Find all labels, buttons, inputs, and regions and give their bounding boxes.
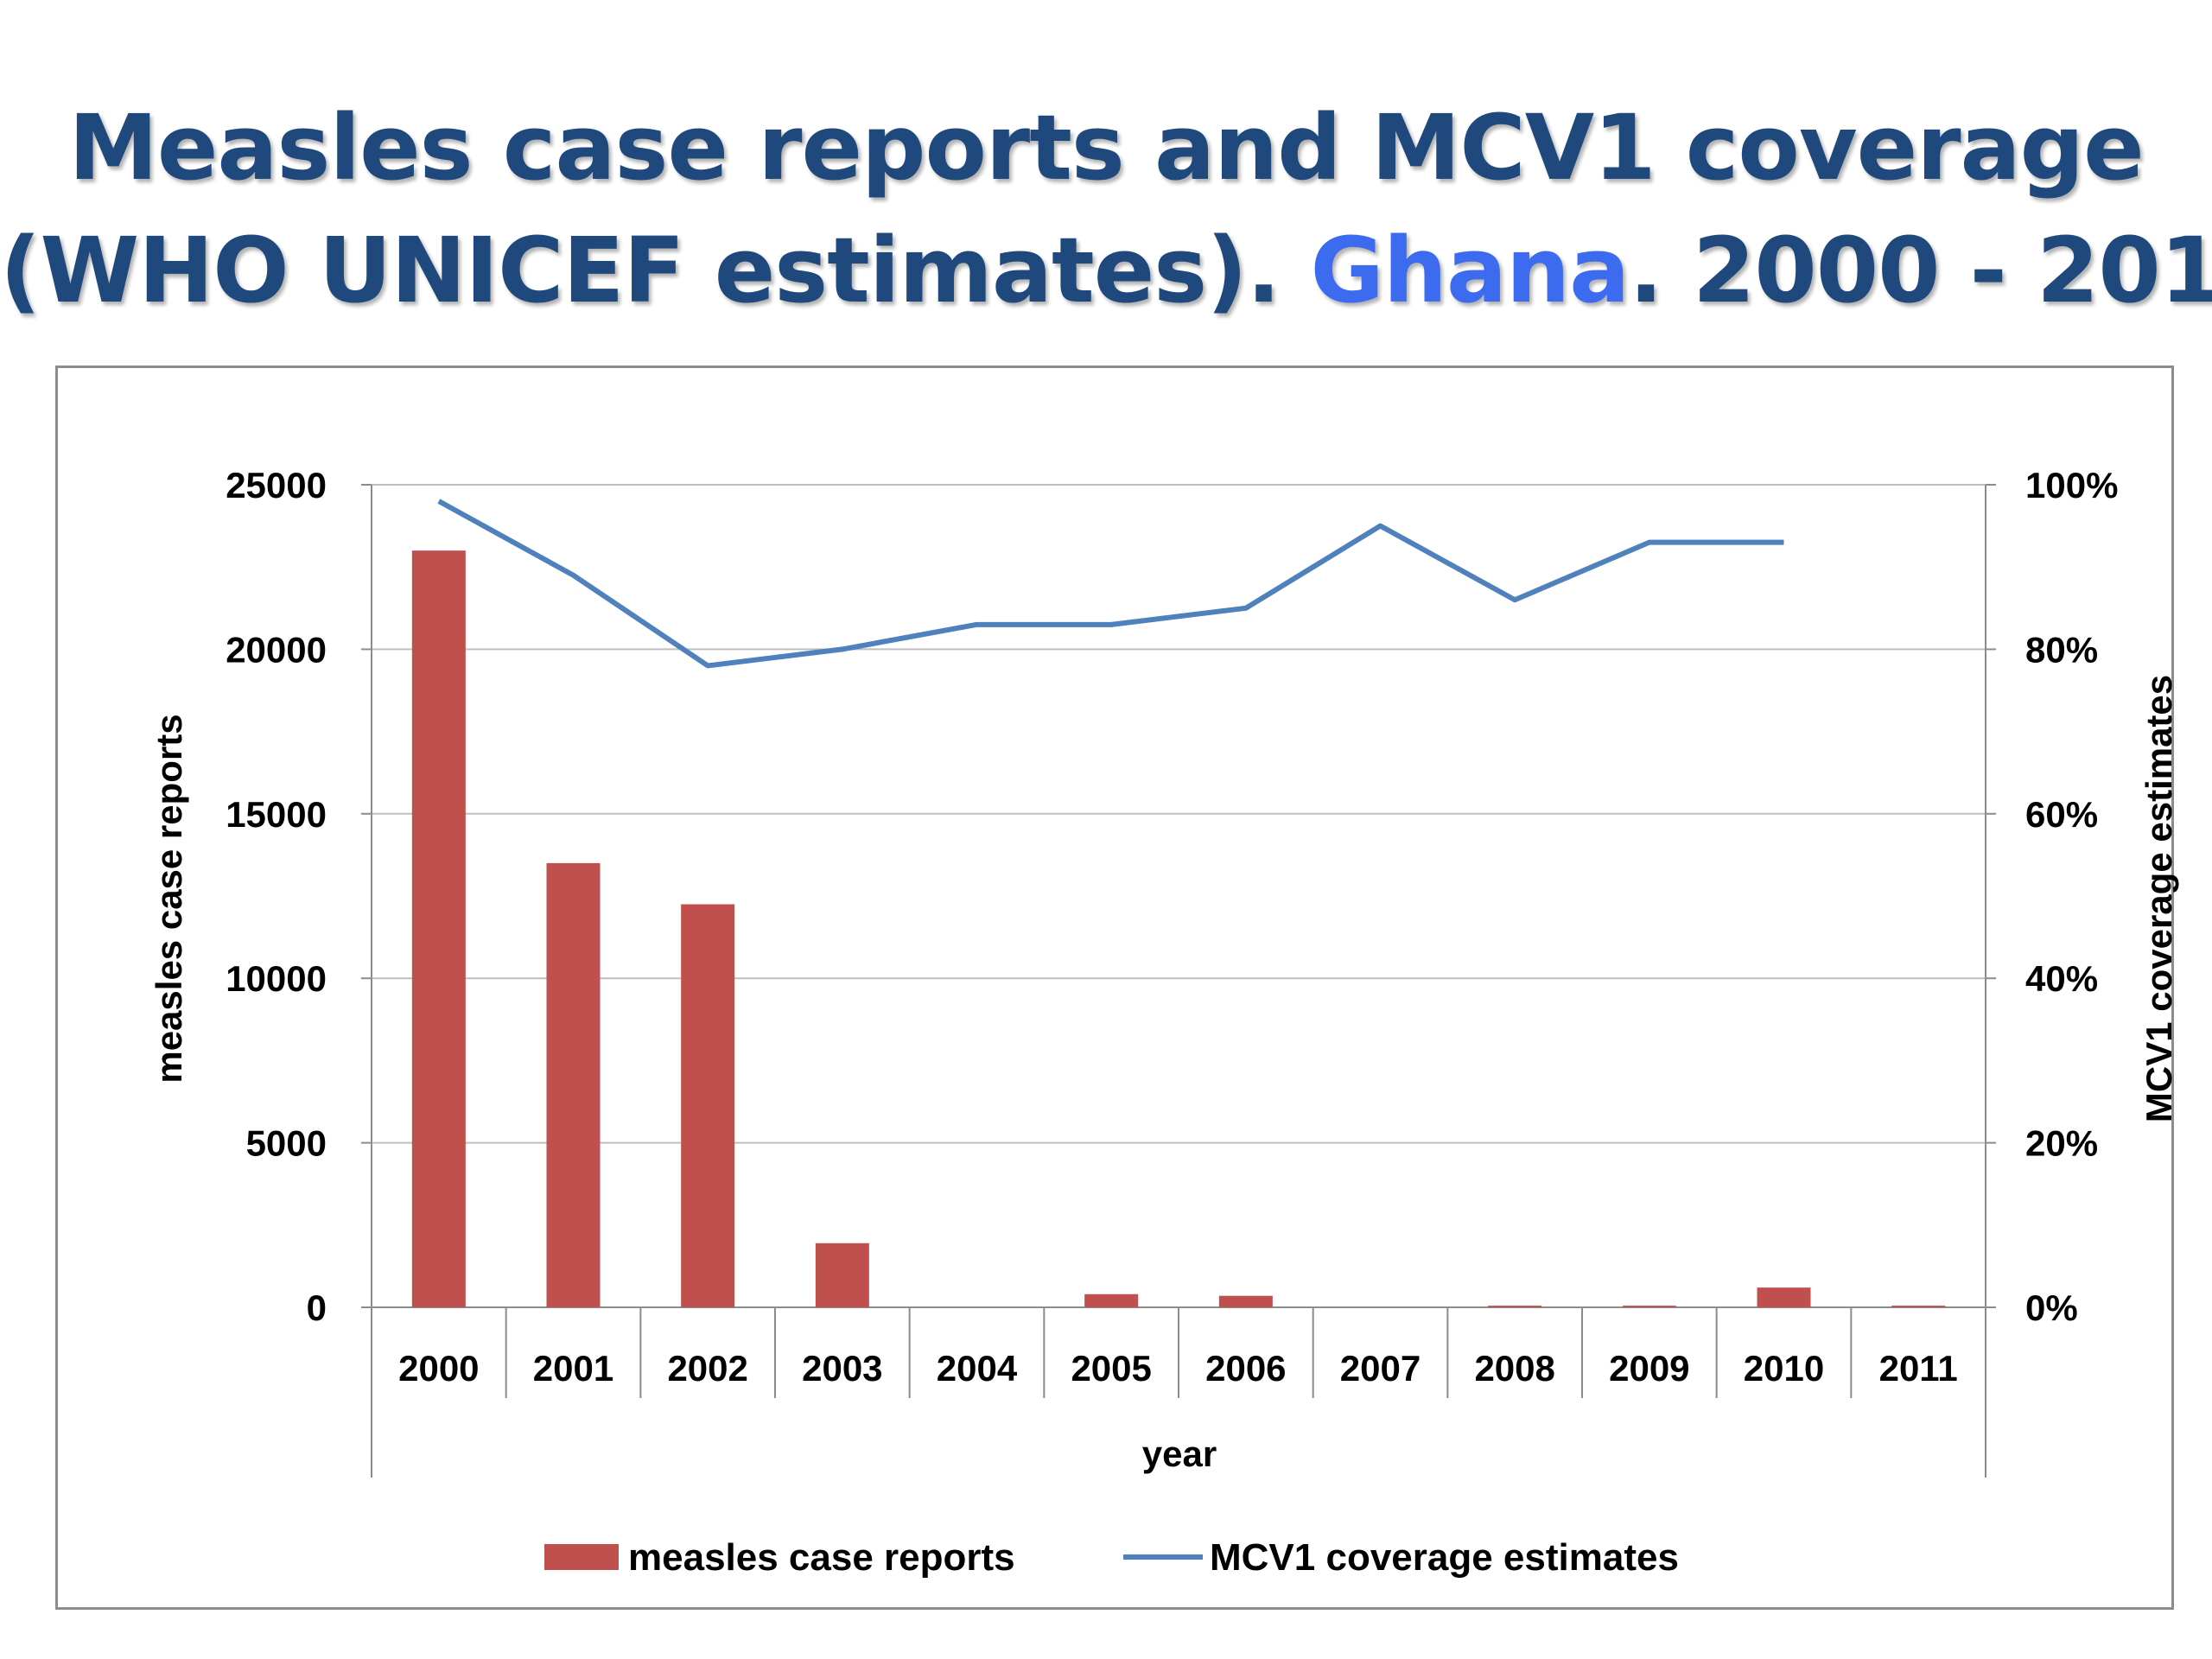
title-line-2-prefix: (WHO UNICEF estimates).: [0, 218, 1311, 323]
coverage-line: [437, 499, 1784, 669]
x-tick-label: 2004: [937, 1348, 1018, 1389]
axes: [361, 484, 1996, 1478]
title-line-1: Measles case reports and MCV1 coverage: [68, 95, 2144, 200]
title-line-2: (WHO UNICEF estimates). Ghana. 2000 - 20…: [0, 209, 2212, 332]
y-tick-label: 20000: [226, 629, 327, 670]
y-tick-label: 5000: [246, 1123, 327, 1164]
bar: [1622, 1306, 1676, 1307]
x-tick-label: 2008: [1474, 1348, 1554, 1389]
x-tick-label: 2006: [1205, 1348, 1286, 1389]
bar-series: [411, 550, 1946, 1307]
x-tick-label: 2010: [1744, 1348, 1824, 1389]
line-series: [437, 499, 1784, 669]
x-tick-label: 2001: [533, 1348, 613, 1389]
y2-tick-label: 20%: [2025, 1123, 2098, 1164]
x-tick-label: 2005: [1071, 1348, 1151, 1389]
x-tick-label: 2003: [802, 1348, 882, 1389]
bar: [681, 904, 735, 1307]
title-country: Ghana: [1310, 218, 1630, 323]
y-tick-label: 10000: [226, 958, 327, 999]
x-tick-label: 2000: [398, 1348, 479, 1389]
y-tick-label: 15000: [226, 794, 327, 835]
bar: [1488, 1306, 1542, 1307]
y-tick-label: 25000: [226, 465, 327, 505]
y2-tick-label: 80%: [2025, 629, 2098, 670]
bar: [1891, 1306, 1946, 1307]
bar: [1757, 1287, 1811, 1307]
bar: [1084, 1294, 1139, 1307]
title-line-2-suffix: . 2000 - 2011: [1629, 218, 2212, 323]
bar: [1218, 1295, 1273, 1307]
x-tick-label: 2007: [1340, 1348, 1421, 1389]
x-tick-label: 2011: [1879, 1348, 1958, 1389]
bar: [815, 1243, 869, 1307]
tick-labels: 0 0% 5000 20% 10000 40% 15000 60% 20000 80% 25000 1…: [226, 465, 2118, 1389]
y2-tick-label: 60%: [2025, 794, 2098, 835]
legend-bar-label: measles case reports: [628, 1536, 1015, 1579]
legend: measles case reports MCV1 coverage estim…: [544, 1536, 1679, 1579]
y2-tick-label: 0%: [2025, 1287, 2078, 1328]
legend-line-label: MCV1 coverage estimates: [1210, 1536, 1679, 1579]
y2-axis-title: MCV1 coverage estimates: [2139, 675, 2179, 1122]
bar: [546, 862, 601, 1307]
chart-title: Measles case reports and MCV1 coverage (…: [0, 86, 2212, 332]
x-tick-label: 2009: [1609, 1348, 1689, 1389]
gridlines: [372, 484, 1986, 1144]
y-axis-title: measles case reports: [149, 714, 189, 1083]
x-axis-title: year: [1142, 1433, 1217, 1474]
x-tick-label: 2002: [667, 1348, 747, 1389]
y2-tick-label: 100%: [2025, 465, 2118, 505]
bar: [411, 550, 466, 1307]
chart-frame: [55, 365, 2174, 1610]
y-tick-label: 0: [307, 1287, 327, 1328]
legend-bar-swatch: [544, 1544, 619, 1570]
y2-tick-label: 40%: [2025, 958, 2098, 999]
